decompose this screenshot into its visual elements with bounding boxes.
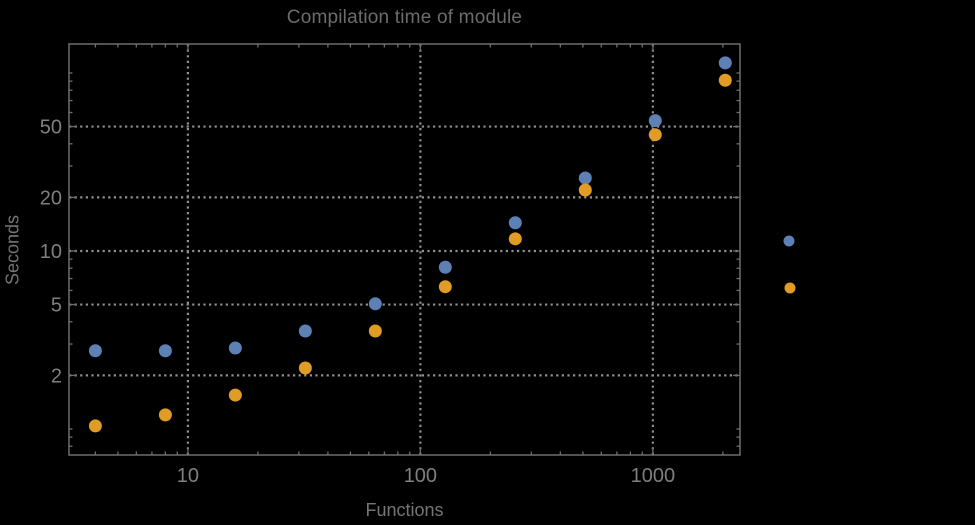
legend-marker-1: [783, 235, 795, 247]
data-point: [228, 388, 242, 402]
y-tick-label: 10: [40, 241, 62, 263]
y-tick-label: 20: [40, 187, 62, 209]
grid-lines: [69, 44, 740, 455]
data-point: [88, 419, 102, 433]
data-points-series-1-blue: [88, 56, 732, 358]
x-tick-label: 1000: [631, 465, 676, 487]
y-tick-label: 50: [40, 117, 62, 139]
data-point: [88, 344, 102, 358]
data-point: [508, 232, 522, 246]
data-point: [508, 216, 522, 230]
data-point: [578, 171, 592, 185]
data-point: [228, 341, 242, 355]
legend-marker-2: [784, 282, 796, 294]
data-point: [578, 183, 592, 197]
data-point: [648, 128, 662, 142]
data-point: [438, 280, 452, 294]
data-point: [718, 73, 732, 87]
x-axis-label: Functions: [365, 500, 444, 520]
y-tick-label: 5: [51, 295, 62, 317]
frame: [68, 43, 741, 456]
data-point: [648, 114, 662, 128]
x-tick-label: 100: [404, 465, 437, 487]
data-points-series-2-orange: [88, 73, 732, 433]
y-tick-label: 2: [51, 365, 62, 387]
data-point: [368, 297, 382, 311]
chart-title: Compilation time of module: [286, 7, 523, 28]
data-point: [298, 324, 312, 338]
legend: [783, 235, 796, 294]
data-point: [718, 56, 732, 70]
data-point: [158, 408, 172, 422]
data-point: [298, 361, 312, 375]
data-point: [368, 324, 382, 338]
data-point: [158, 344, 172, 358]
x-tick-labels: 10 100 1000: [177, 465, 675, 487]
plot-frame-border: [68, 43, 741, 456]
y-tick-labels: 2 5 10 20 50: [40, 117, 62, 388]
x-tick-label: 10: [177, 465, 199, 487]
data-point: [438, 260, 452, 274]
axis-ticks: [69, 44, 740, 455]
